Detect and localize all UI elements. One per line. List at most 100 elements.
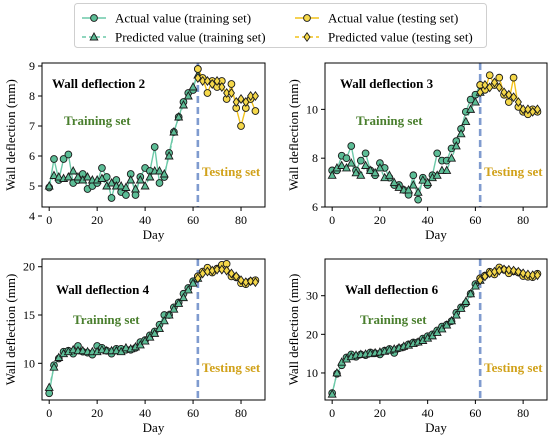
data-point: [456, 303, 466, 312]
data-point: [150, 143, 159, 151]
panel-title: Wall deflection 2: [52, 76, 145, 91]
data-point: [451, 310, 461, 319]
data-point: [131, 191, 140, 199]
data-point: [342, 154, 351, 163]
data-point: [59, 155, 68, 163]
y-tick-label: 15: [23, 308, 35, 322]
x-tick-label: 80: [517, 406, 529, 420]
data-point: [389, 177, 399, 187]
legend: Actual value (training set) Actual value …: [74, 3, 487, 48]
data-point: [97, 173, 107, 182]
data-point: [337, 160, 347, 169]
data-point: [183, 91, 193, 100]
data-point: [188, 278, 198, 287]
x-axis-label: Day: [425, 227, 447, 242]
data-point: [107, 194, 116, 202]
data-point: [332, 368, 342, 377]
data-point: [237, 122, 245, 130]
data-point: [461, 296, 471, 305]
data-point: [466, 104, 476, 113]
data-point: [247, 276, 255, 287]
data-point: [227, 268, 235, 279]
legend-label: Actual value (testing set): [328, 11, 458, 26]
data-point: [519, 104, 527, 115]
data-point: [227, 80, 236, 88]
data-point: [375, 163, 385, 172]
x-tick-label: 60: [187, 213, 199, 227]
y-tick-label: 6: [29, 149, 35, 163]
legend-label: Actual value (training set): [115, 11, 251, 26]
data-point: [466, 95, 475, 104]
data-point: [351, 167, 361, 177]
data-point: [194, 73, 202, 83]
data-point: [68, 166, 78, 175]
data-point: [490, 77, 499, 88]
data-point: [49, 170, 59, 179]
data-point: [408, 180, 418, 189]
y-tick-label: 20: [306, 327, 318, 341]
data-point: [370, 167, 380, 177]
data-point: [68, 344, 78, 354]
data-point: [461, 116, 471, 126]
data-point: [183, 284, 193, 294]
y-tick-label: 7: [29, 119, 35, 133]
data-point: [223, 88, 231, 98]
data-point: [510, 92, 518, 103]
data-point: [432, 170, 442, 179]
data-point: [208, 79, 216, 89]
data-point: [505, 264, 513, 275]
data-point: [327, 170, 337, 179]
y-tick-label: 5: [29, 179, 35, 193]
x-axis-label: Day: [143, 420, 165, 435]
data-point: [365, 165, 375, 174]
testing-set-label: Testing set: [202, 164, 261, 179]
data-point: [327, 389, 337, 398]
data-point: [341, 163, 352, 172]
x-tick-label: 60: [469, 213, 481, 227]
data-point: [174, 112, 184, 121]
plot-frame: [324, 62, 548, 208]
data-point: [218, 82, 226, 92]
data-point: [111, 345, 121, 355]
data-point: [442, 320, 452, 329]
testing-set-label: Testing set: [484, 164, 543, 179]
data-point: [466, 288, 476, 298]
data-point: [524, 269, 532, 280]
data-point: [495, 73, 504, 82]
data-point: [529, 270, 537, 281]
plot-frame: [41, 62, 266, 208]
x-tick-label: 0: [46, 213, 52, 227]
y-tick-label: 10: [306, 102, 318, 116]
data-point: [188, 82, 198, 91]
x-tick-label: 20: [91, 213, 103, 227]
data-point: [178, 100, 189, 109]
y-axis-label: Wall deflection (mm): [3, 274, 18, 386]
data-point: [470, 97, 480, 106]
data-point: [73, 172, 83, 181]
y-axis-label: Wall deflection (mm): [3, 79, 18, 191]
data-point: [533, 270, 542, 281]
x-tick-label: 0: [329, 213, 335, 227]
x-tick-label: 80: [235, 213, 247, 227]
data-point: [83, 172, 93, 181]
data-point: [169, 304, 179, 313]
data-point: [154, 166, 165, 175]
data-point: [116, 181, 126, 190]
panel-title: Wall deflection 3: [340, 76, 434, 91]
y-tick-label: 10: [306, 366, 318, 380]
data-point: [394, 182, 404, 191]
training-set-label: Training set: [64, 113, 131, 128]
legend-label: Predicted value (training set): [115, 30, 266, 45]
legend-marker: [90, 14, 98, 22]
x-tick-label: 0: [46, 406, 52, 420]
data-point: [409, 171, 418, 180]
data-point: [154, 323, 165, 332]
panel-title: Wall deflection 4: [56, 282, 150, 297]
y-tick-label: 20: [23, 260, 35, 274]
data-point: [232, 97, 240, 107]
x-axis-label: Day: [143, 227, 165, 242]
data-point: [164, 310, 174, 319]
x-tick-label: 60: [187, 406, 199, 420]
data-point: [418, 175, 428, 184]
data-point: [442, 165, 452, 174]
